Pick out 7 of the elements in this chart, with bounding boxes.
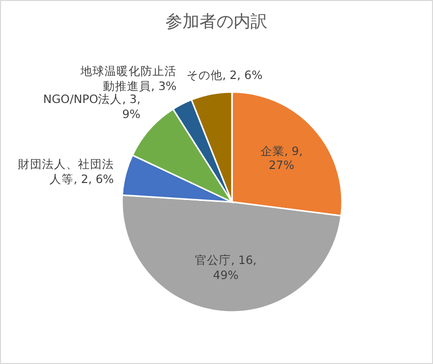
slice-label: その他, 2, 6% <box>186 68 263 83</box>
slice-label: 官公庁, 16, 49% <box>194 253 258 282</box>
slice-label: 地球温暖化防止活動推進員, 3% <box>80 64 177 94</box>
chart-title: 参加者の内訳 <box>164 11 268 33</box>
slice-label: 企業, 9, 27% <box>259 144 304 173</box>
slice-label: 財団法人、社団法人等, 2, 6% <box>16 157 114 186</box>
slice-label: NGO/NPO法人, 3, 9% <box>42 92 140 122</box>
